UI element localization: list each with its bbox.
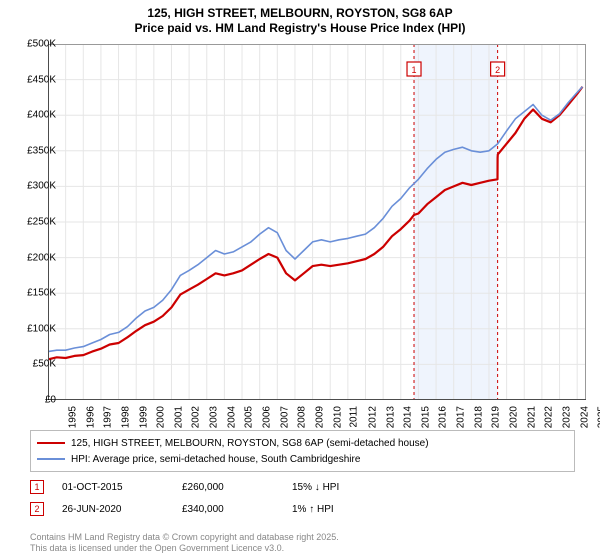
x-tick-label: 2008	[297, 406, 308, 428]
x-tick-label: 2005	[244, 406, 255, 428]
y-tick-label: £500K	[6, 39, 56, 50]
legend-label-hpi: HPI: Average price, semi-detached house,…	[71, 454, 360, 465]
title-line-2: Price paid vs. HM Land Registry's House …	[0, 21, 600, 36]
x-tick-label: 2002	[191, 406, 202, 428]
y-tick-label: £450K	[6, 74, 56, 85]
y-tick-label: £100K	[6, 323, 56, 334]
x-tick-label: 2023	[561, 406, 572, 428]
x-tick-label: 2012	[367, 406, 378, 428]
x-tick-label: 2024	[579, 406, 590, 428]
x-tick-label: 2018	[473, 406, 484, 428]
marker-delta-1: 15% ↓ HPI	[292, 482, 339, 493]
marker-delta-2: 1% ↑ HPI	[292, 504, 334, 515]
chart-plot-area: 12	[48, 44, 586, 400]
legend-item-hpi: HPI: Average price, semi-detached house,…	[37, 451, 568, 467]
x-tick-label: 2011	[349, 406, 360, 428]
marker-badge-2: 2	[30, 502, 44, 516]
x-tick-label: 2022	[544, 406, 555, 428]
x-tick-label: 2004	[226, 406, 237, 428]
chart-svg: 12	[48, 44, 586, 400]
y-tick-label: £200K	[6, 252, 56, 263]
x-tick-label: 1996	[85, 406, 96, 428]
legend-label-property: 125, HIGH STREET, MELBOURN, ROYSTON, SG8…	[71, 438, 429, 449]
x-tick-label: 2003	[208, 406, 219, 428]
y-tick-label: £350K	[6, 145, 56, 156]
marker-date-2: 26-JUN-2020	[62, 504, 182, 515]
x-tick-label: 2019	[491, 406, 502, 428]
legend: 125, HIGH STREET, MELBOURN, ROYSTON, SG8…	[30, 430, 575, 472]
x-tick-label: 2021	[526, 406, 537, 428]
x-tick-label: 2009	[314, 406, 325, 428]
title-line-1: 125, HIGH STREET, MELBOURN, ROYSTON, SG8…	[0, 6, 600, 21]
x-tick-label: 2010	[332, 406, 343, 428]
x-tick-label: 2014	[402, 406, 413, 428]
x-tick-label: 2000	[155, 406, 166, 428]
marker-price-1: £260,000	[182, 482, 292, 493]
y-tick-label: £250K	[6, 217, 56, 228]
footer-line-2: This data is licensed under the Open Gov…	[30, 543, 339, 554]
marker-price-2: £340,000	[182, 504, 292, 515]
marker-row-2: 2 26-JUN-2020 £340,000 1% ↑ HPI	[30, 500, 334, 518]
x-tick-label: 1998	[120, 406, 131, 428]
legend-item-property: 125, HIGH STREET, MELBOURN, ROYSTON, SG8…	[37, 435, 568, 451]
chart-title: 125, HIGH STREET, MELBOURN, ROYSTON, SG8…	[0, 0, 600, 36]
x-tick-label: 2015	[420, 406, 431, 428]
y-tick-label: £150K	[6, 288, 56, 299]
y-tick-label: £50K	[6, 359, 56, 370]
x-tick-label: 2020	[508, 406, 519, 428]
x-tick-label: 2013	[385, 406, 396, 428]
footer-line-1: Contains HM Land Registry data © Crown c…	[30, 532, 339, 543]
svg-text:1: 1	[412, 65, 417, 75]
y-tick-label: £0	[6, 395, 56, 406]
legend-swatch-property	[37, 442, 65, 444]
footer: Contains HM Land Registry data © Crown c…	[30, 532, 339, 555]
x-tick-label: 1999	[138, 406, 149, 428]
svg-text:2: 2	[495, 65, 500, 75]
x-tick-label: 2007	[279, 406, 290, 428]
x-tick-label: 2006	[261, 406, 272, 428]
marker-badge-1: 1	[30, 480, 44, 494]
x-tick-label: 2001	[173, 406, 184, 428]
x-tick-label: 1997	[103, 406, 114, 428]
x-tick-label: 2016	[438, 406, 449, 428]
y-tick-label: £300K	[6, 181, 56, 192]
marker-row-1: 1 01-OCT-2015 £260,000 15% ↓ HPI	[30, 478, 339, 496]
x-tick-label: 2017	[455, 406, 466, 428]
y-tick-label: £400K	[6, 110, 56, 121]
marker-date-1: 01-OCT-2015	[62, 482, 182, 493]
x-tick-label: 1995	[67, 406, 78, 428]
legend-swatch-hpi	[37, 458, 65, 460]
x-tick-label: 2025	[596, 406, 600, 428]
